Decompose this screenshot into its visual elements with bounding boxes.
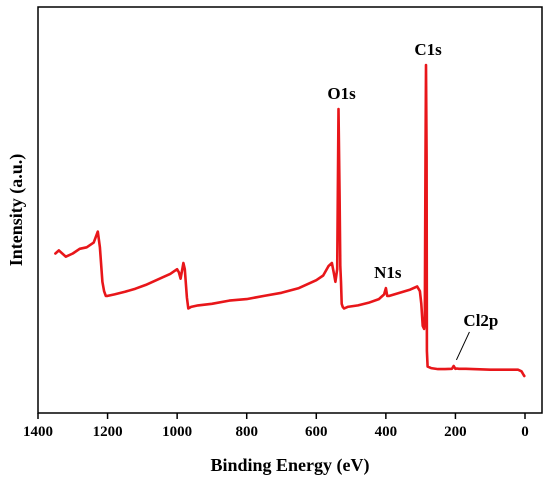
x-axis-tick-labels: 1400 1200 1000 800 600 400 200 0	[23, 424, 529, 440]
peak-label-o1s: O1s	[327, 84, 356, 103]
plot-frame	[37, 6, 543, 414]
x-tick-label-600: 600	[305, 424, 328, 440]
peak-label-cl2p: Cl2p	[463, 311, 498, 330]
x-axis-title: Binding Energy (eV)	[210, 455, 369, 476]
peak-label-c1s: C1s	[414, 40, 442, 59]
spectrum-line	[54, 63, 526, 378]
x-tick-label-0: 0	[521, 424, 529, 440]
y-axis-title: Intensity (a.u.)	[6, 154, 27, 267]
x-tick-label-200: 200	[444, 424, 467, 440]
x-tick-label-400: 400	[375, 424, 398, 440]
peak-annotations: C1s O1s N1s Cl2p	[327, 40, 498, 361]
x-tick-label-800: 800	[235, 424, 258, 440]
x-tick-label-1000: 1000	[162, 424, 192, 440]
cl2p-leader-line	[455, 331, 470, 361]
x-tick-label-1200: 1200	[93, 424, 123, 440]
peak-label-n1s: N1s	[374, 263, 402, 282]
x-axis-ticks	[37, 413, 526, 419]
x-tick-label-1400: 1400	[23, 424, 53, 440]
